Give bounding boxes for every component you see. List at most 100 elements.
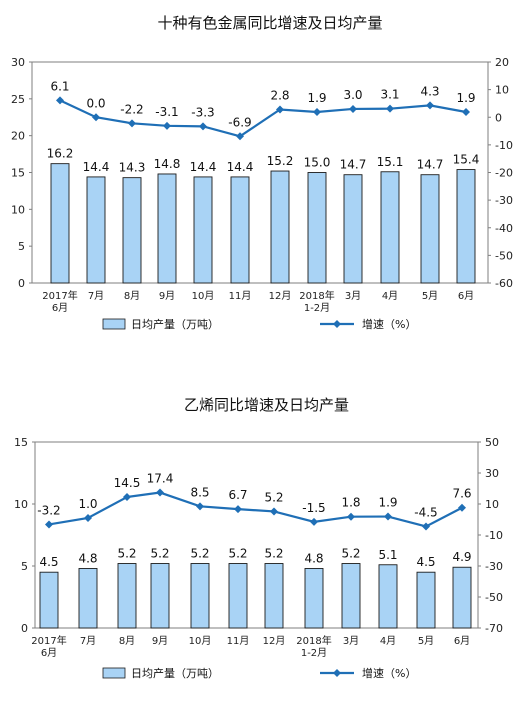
category-label: 1-2月 <box>301 647 327 659</box>
bar-value-label: 5.2 <box>190 547 209 561</box>
category-label: 5月 <box>418 635 434 647</box>
bar <box>190 563 210 629</box>
growth-point <box>462 108 470 117</box>
legend-bar-swatch <box>102 667 126 679</box>
bar-value-label: 14.7 <box>340 158 367 172</box>
right-axis-tick-label: 30 <box>485 467 499 480</box>
category-label: 2018年 <box>299 289 334 302</box>
bar <box>343 174 363 284</box>
bar <box>117 563 137 629</box>
category-label: 7月 <box>88 290 104 302</box>
growth-value-label: 7.6 <box>452 487 471 501</box>
growth-value-label: -6.9 <box>228 115 251 129</box>
growth-point <box>458 503 466 512</box>
bar <box>193 176 213 284</box>
bar-value-label: 15.1 <box>377 155 404 169</box>
category-label: 3月 <box>343 635 359 647</box>
bar-value-label: 5.2 <box>150 547 169 561</box>
left-axis-tick-label: 0 <box>21 622 28 635</box>
category-label: 10月 <box>189 635 212 647</box>
growth-value-label: 1.8 <box>341 496 360 510</box>
right-axis-tick-label: -50 <box>485 591 503 604</box>
right-axis-tick-label: 50 <box>485 436 499 449</box>
right-axis-tick-label: -30 <box>495 194 513 207</box>
bar-value-label: 14.7 <box>417 158 444 172</box>
left-axis-tick-label: 10 <box>11 203 25 216</box>
growth-value-label: 4.3 <box>420 84 439 98</box>
growth-value-label: -3.3 <box>191 105 214 119</box>
growth-point <box>196 502 204 511</box>
right-axis-tick-label: -20 <box>495 167 513 180</box>
bar <box>416 571 436 629</box>
bar <box>50 163 70 284</box>
bar-value-label: 5.2 <box>228 547 247 561</box>
legend-line-label: 增速（%） <box>362 317 416 331</box>
category-label: 5月 <box>422 290 438 302</box>
growth-point <box>123 493 131 502</box>
growth-point <box>426 101 434 110</box>
growth-point <box>236 132 244 141</box>
growth-point <box>422 522 430 531</box>
bar <box>78 568 98 629</box>
growth-value-label: 1.0 <box>78 497 97 511</box>
left-axis-tick-label: 10 <box>14 498 28 511</box>
category-label: 2017年 <box>42 289 77 302</box>
bar-value-label: 14.8 <box>154 157 181 171</box>
growth-value-label: 1.9 <box>307 91 326 105</box>
growth-value-label: -1.5 <box>302 501 325 515</box>
bar <box>304 568 324 629</box>
growth-point <box>56 96 64 105</box>
bar <box>452 566 472 629</box>
growth-point <box>313 108 321 117</box>
bar-value-label: 4.9 <box>452 550 471 564</box>
growth-point <box>349 104 357 113</box>
growth-value-label: 5.2 <box>264 490 283 504</box>
bar-value-label: 5.2 <box>117 547 136 561</box>
category-label: 12月 <box>269 290 292 302</box>
category-label: 9月 <box>152 635 168 647</box>
category-label: 10月 <box>192 290 215 302</box>
bar <box>157 173 177 284</box>
growth-value-label: 6.1 <box>50 79 69 93</box>
chart-title: 十种有色金属同比增速及日均产量 <box>157 14 382 32</box>
bar-value-label: 14.4 <box>227 160 254 174</box>
growth-value-label: 2.8 <box>270 89 289 103</box>
bar <box>230 176 250 284</box>
chart-1: 十种有色金属同比增速及日均产量 0 5 10 15 20 25 30 -60 -50 -40 -30 -… <box>11 14 513 331</box>
growth-point <box>386 104 394 113</box>
bar-value-label: 14.3 <box>119 161 146 175</box>
category-label: 11月 <box>227 635 250 647</box>
bar-value-label: 15.4 <box>453 153 480 167</box>
left-axis-tick-label: 5 <box>18 240 25 253</box>
left-axis-tick-label: 0 <box>18 277 25 290</box>
legend-line-marker <box>333 669 341 677</box>
right-axis-tick-label: -10 <box>485 529 503 542</box>
growth-value-label: -3.2 <box>37 503 60 517</box>
growth-point <box>128 119 136 128</box>
left-axis-tick-label: 25 <box>11 93 25 106</box>
growth-value-label: 6.7 <box>228 488 247 502</box>
bar <box>420 174 440 284</box>
right-axis-tick-label: -10 <box>495 139 513 152</box>
category-label: 6月 <box>454 635 470 647</box>
growth-line <box>59 99 467 138</box>
legend-line-label: 增速（%） <box>362 666 416 680</box>
legend-bar-swatch <box>102 318 126 330</box>
category-label: 4月 <box>382 290 398 302</box>
category-label: 2017年 <box>31 634 66 647</box>
growth-value-label: -4.5 <box>414 505 437 519</box>
category-label: 11月 <box>229 290 252 302</box>
growth-point <box>163 121 171 130</box>
bar-value-label: 5.2 <box>341 547 360 561</box>
category-label: 3月 <box>345 290 361 302</box>
growth-value-label: 3.1 <box>380 88 399 102</box>
category-label: 2018年 <box>296 634 331 647</box>
growth-point <box>156 488 164 497</box>
bar <box>122 177 142 284</box>
category-label: 6月 <box>41 647 57 659</box>
growth-point <box>384 512 392 521</box>
bar-value-label: 15.0 <box>304 156 331 170</box>
bar-value-label: 4.8 <box>78 551 97 565</box>
bar-value-label: 16.2 <box>47 147 74 161</box>
bar-value-label: 5.2 <box>264 547 283 561</box>
